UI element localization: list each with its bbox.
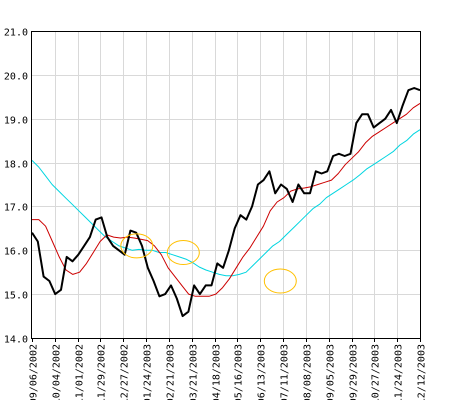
- highlight-ellipse: [166, 240, 200, 265]
- x-tick-label: 03/21/2003: [189, 344, 200, 400]
- x-tick-label: 05/16/2003: [234, 344, 245, 400]
- x-tick-label: 11/29/2002: [97, 344, 108, 400]
- highlight-ellipse: [263, 268, 297, 294]
- x-tick-label: 10/04/2002: [52, 344, 63, 400]
- highlight-circles: [120, 233, 297, 294]
- long_ma-series-path: [31, 129, 421, 277]
- y-tick-label: 14.0: [4, 335, 28, 346]
- short-moving-average-line: [32, 102, 421, 297]
- y-tick-label: 16.0: [4, 247, 28, 258]
- x-tick-label: 07/11/2003: [280, 344, 291, 400]
- price-line: [31, 87, 421, 318]
- y-tick-label: 19.0: [4, 116, 28, 127]
- x-tick-label: 09/05/2003: [326, 344, 337, 400]
- x-tick-label: 11/24/2003: [394, 344, 405, 400]
- x-tick-label: 12/27/2002: [120, 344, 131, 400]
- y-tick-label: 21.0: [4, 28, 28, 39]
- y-tick-label: 17.0: [4, 203, 28, 214]
- x-tick-label: 09/29/2003: [349, 344, 360, 400]
- x-tick-label: 06/13/2003: [257, 344, 268, 400]
- grid: [32, 31, 420, 338]
- highlight-ellipse: [120, 233, 154, 259]
- x-tick-label: 02/21/2003: [166, 344, 177, 400]
- x-axis-ticks: 09/06/2002 10/04/2002 11/01/2002 11/29/2002…: [29, 338, 428, 400]
- y-tick-label: 15.0: [4, 291, 28, 302]
- x-tick-label: 01/24/2003: [143, 344, 154, 400]
- x-tick-label: 11/01/2002: [75, 344, 86, 400]
- x-tick-label: 08/08/2003: [303, 344, 314, 400]
- long-moving-average-line: [31, 129, 421, 277]
- y-axis-ticks: 14.0 15.0 16.0 17.0 18.0 19.0 20.0 21.0: [4, 28, 28, 346]
- price-series-path: [31, 87, 421, 318]
- x-tick-label: 12/12/2003: [417, 344, 428, 400]
- plot-frame: [31, 31, 421, 339]
- x-tick-label: 09/06/2002: [29, 344, 40, 400]
- x-tick-label: 04/18/2003: [212, 344, 223, 400]
- x-tick-label: 10/27/2003: [371, 344, 382, 400]
- short_ma-series-path: [32, 102, 421, 297]
- y-tick-label: 18.0: [4, 160, 28, 171]
- y-tick-label: 20.0: [4, 72, 28, 83]
